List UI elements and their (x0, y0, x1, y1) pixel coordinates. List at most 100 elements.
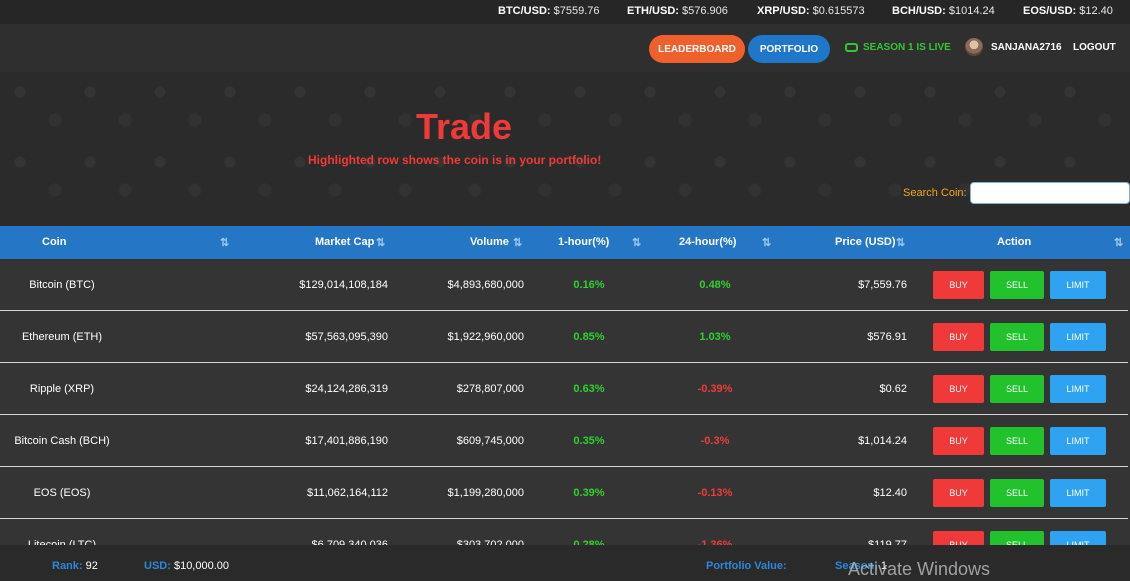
page-title: Trade (416, 106, 513, 147)
buy-button[interactable]: BUY (933, 375, 984, 403)
table-row: Bitcoin (BTC) $129,014,108,184 $4,893,680,… (0, 259, 1128, 311)
limit-button[interactable]: LIMIT (1050, 375, 1106, 403)
col-24hour[interactable]: 24-hour(%) (679, 236, 737, 248)
cell-1hour: 0.85% (573, 331, 605, 343)
avatar (965, 38, 983, 56)
ticker-pair: BTC/USD: (498, 5, 551, 17)
cell-price: $0.62 (879, 383, 907, 395)
season-stat-label: Season: (835, 560, 878, 572)
ticker-item: BTC/USD: $7559.76 (498, 5, 600, 17)
season-label: SEASON 1 IS LIVE (863, 42, 951, 53)
ticker-item: XRP/USD: $0.615573 (757, 5, 865, 17)
col-market-cap[interactable]: Market Cap (315, 236, 375, 248)
sort-icon[interactable]: ⇅ (632, 237, 641, 249)
cell-volume: $1,199,280,000 (447, 487, 524, 499)
cell-24hour: -0.13% (697, 487, 733, 499)
logout-link[interactable]: LOGOUT (1073, 42, 1116, 53)
hero-banner: Trade Highlighted row shows the coin is … (0, 72, 1130, 226)
table-row: Ripple (XRP) $24,124,286,319 $278,807,000 0… (0, 363, 1128, 415)
cell-volume: $4,893,680,000 (447, 279, 524, 291)
cell-coin: Bitcoin Cash (BCH) (14, 435, 110, 447)
table-row: EOS (EOS) $11,062,164,112 $1,199,280,000 0.… (0, 467, 1128, 519)
cell-coin: EOS (EOS) (33, 487, 91, 499)
season-stat-value: 1 (880, 560, 887, 572)
cell-coin: Ethereum (ETH) (21, 331, 103, 343)
sort-icon[interactable]: ⇅ (1114, 237, 1123, 249)
col-volume[interactable]: Volume (470, 236, 509, 248)
sell-button[interactable]: SELL (990, 271, 1044, 299)
table-row: Bitcoin Cash (BCH) $17,401,886,190 $609,74… (0, 415, 1128, 467)
sort-icon[interactable]: ⇅ (220, 237, 229, 249)
sell-button[interactable]: SELL (990, 479, 1044, 507)
limit-button[interactable]: LIMIT (1050, 271, 1106, 299)
status-footer: Rank: 92 USD: $10,000.00 Portfolio Value… (0, 545, 1130, 581)
ticker-pair: ETH/USD: (627, 5, 679, 17)
cell-market-cap: $17,401,886,190 (305, 435, 388, 447)
col-1hour[interactable]: 1-hour(%) (558, 236, 610, 248)
table-header: Coin ⇅ Market Cap ⇅ Volume ⇅ 1-hour(%) ⇅… (0, 226, 1130, 259)
cell-24hour: 1.03% (699, 331, 731, 343)
cell-volume: $278,807,000 (456, 383, 524, 395)
col-action: Action (997, 236, 1032, 248)
buy-button[interactable]: BUY (933, 427, 984, 455)
season-stat: Season: 1 (835, 560, 887, 572)
sell-button[interactable]: SELL (990, 375, 1044, 403)
buy-button[interactable]: BUY (933, 271, 984, 299)
usd-label: USD: (144, 560, 171, 572)
ticker-pair: BCH/USD: (892, 5, 946, 17)
buy-button[interactable]: BUY (933, 323, 984, 351)
sort-icon[interactable]: ⇅ (896, 237, 905, 249)
table-row: Ethereum (ETH) $57,563,095,390 $1,922,960,… (0, 311, 1128, 363)
ticker-pair: XRP/USD: (757, 5, 810, 17)
cell-price: $12.40 (873, 487, 907, 499)
cell-1hour: 0.35% (573, 435, 605, 447)
cell-1hour: 0.16% (573, 279, 605, 291)
cell-price: $1,014.24 (858, 435, 907, 447)
season-link[interactable]: SEASON 1 IS LIVE (845, 42, 951, 53)
cell-coin: Bitcoin (BTC) (29, 279, 95, 291)
sort-icon[interactable]: ⇅ (376, 237, 385, 249)
cell-market-cap: $129,014,108,184 (299, 279, 388, 291)
search-input[interactable] (970, 182, 1130, 204)
cell-24hour: -0.39% (697, 383, 733, 395)
ticker-item: EOS/USD: $12.40 (1023, 5, 1113, 17)
col-price[interactable]: Price (USD) (835, 236, 896, 248)
gamepad-icon (845, 43, 858, 52)
cell-market-cap: $57,563,095,390 (305, 331, 388, 343)
cell-volume: $1,922,960,000 (447, 331, 524, 343)
rank-label: Rank: (52, 560, 83, 572)
limit-button[interactable]: LIMIT (1050, 427, 1106, 455)
ticker-item: ETH/USD: $576.906 (627, 5, 728, 17)
sort-icon[interactable]: ⇅ (513, 237, 522, 249)
cell-market-cap: $11,062,164,112 (307, 487, 388, 499)
ticker-price: $12.40 (1079, 5, 1113, 17)
cell-price: $7,559.76 (858, 279, 907, 291)
cell-volume: $609,745,000 (456, 435, 524, 447)
cell-market-cap: $24,124,286,319 (305, 383, 388, 395)
sort-icon[interactable]: ⇅ (762, 237, 771, 249)
usd-value: $10,000.00 (173, 560, 230, 572)
buy-button[interactable]: BUY (933, 479, 984, 507)
ticker-pair: EOS/USD: (1023, 5, 1077, 17)
cell-price: $576.91 (867, 331, 907, 343)
user-menu[interactable]: SANJANA2716 (965, 38, 1062, 56)
portfolio-label: Portfolio Value: (706, 560, 787, 572)
rank-stat: Rank: 92 (52, 560, 98, 572)
portfolio-button[interactable]: PORTFOLIO (748, 35, 830, 63)
sell-button[interactable]: SELL (990, 323, 1044, 351)
ticker-item: BCH/USD: $1014.24 (892, 5, 995, 17)
ticker-price: $7559.76 (553, 5, 600, 17)
ticker-price: $576.906 (682, 5, 728, 17)
sell-button[interactable]: SELL (990, 427, 1044, 455)
top-nav: LEADERBOARD PORTFOLIO SEASON 1 IS LIVE S… (0, 24, 1130, 72)
username: SANJANA2716 (991, 41, 1062, 53)
ticker-price: $0.615573 (812, 5, 865, 17)
cell-1hour: 0.63% (573, 383, 605, 395)
col-coin[interactable]: Coin (42, 236, 67, 248)
search-label: Search Coin: (903, 187, 967, 199)
rank-value: 92 (85, 560, 98, 572)
limit-button[interactable]: LIMIT (1050, 323, 1106, 351)
leaderboard-button[interactable]: LEADERBOARD (649, 35, 745, 63)
limit-button[interactable]: LIMIT (1050, 479, 1106, 507)
